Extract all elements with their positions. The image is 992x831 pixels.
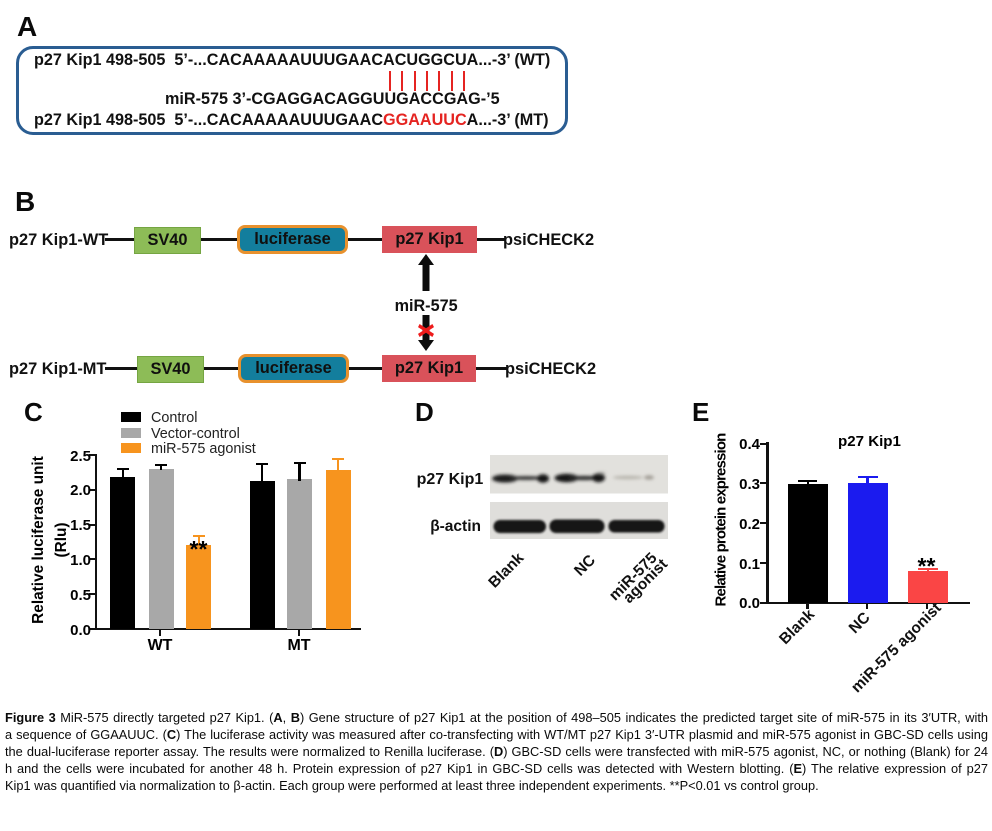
svg-text:NC: NC <box>571 552 599 580</box>
svg-text:Blank: Blank <box>486 549 528 591</box>
svg-text:Blank: Blank <box>776 606 818 648</box>
svg-text:NC: NC <box>846 609 874 637</box>
